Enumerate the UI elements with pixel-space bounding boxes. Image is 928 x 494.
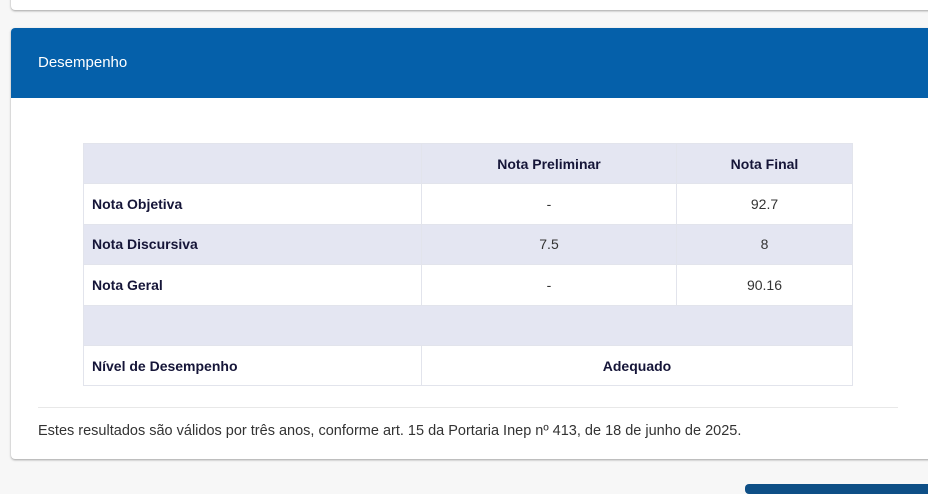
card-title: Desempenho <box>38 54 128 71</box>
scores-table: Nota Preliminar Nota Final Nota Objetiva… <box>83 142 853 387</box>
nivel-row: Nível de Desempenho Adequado <box>83 344 853 387</box>
final-value: 90.16 <box>676 264 853 306</box>
spacer-row <box>83 304 853 346</box>
header-empty <box>83 142 422 185</box>
nivel-label: Nível de Desempenho <box>83 344 422 387</box>
previous-card <box>11 0 928 10</box>
row-label: Nota Geral <box>83 264 422 306</box>
table-header-row: Nota Preliminar Nota Final <box>83 142 853 185</box>
row-label: Nota Discursiva <box>83 223 422 266</box>
desempenho-card: Desempenho Nota Preliminar Nota Final No… <box>11 28 928 459</box>
row-label: Nota Objetiva <box>83 183 422 225</box>
card-header: Desempenho <box>11 28 928 98</box>
table-row: Nota Objetiva - 92.7 <box>83 183 853 225</box>
header-preliminar: Nota Preliminar <box>421 142 677 185</box>
table-row: Nota Geral - 90.16 <box>83 264 853 306</box>
table-row: Nota Discursiva 7.5 8 <box>83 223 853 266</box>
preliminar-value: - <box>421 264 677 306</box>
final-value: 8 <box>676 223 853 266</box>
divider <box>38 407 898 408</box>
spacer-cell <box>83 304 853 346</box>
validity-note: Estes resultados são válidos por três an… <box>38 423 742 439</box>
preliminar-value: - <box>421 183 677 225</box>
bottom-button[interactable] <box>745 484 928 494</box>
preliminar-value: 7.5 <box>421 223 677 266</box>
final-value: 92.7 <box>676 183 853 225</box>
header-final: Nota Final <box>676 142 853 185</box>
nivel-value: Adequado <box>421 344 853 387</box>
